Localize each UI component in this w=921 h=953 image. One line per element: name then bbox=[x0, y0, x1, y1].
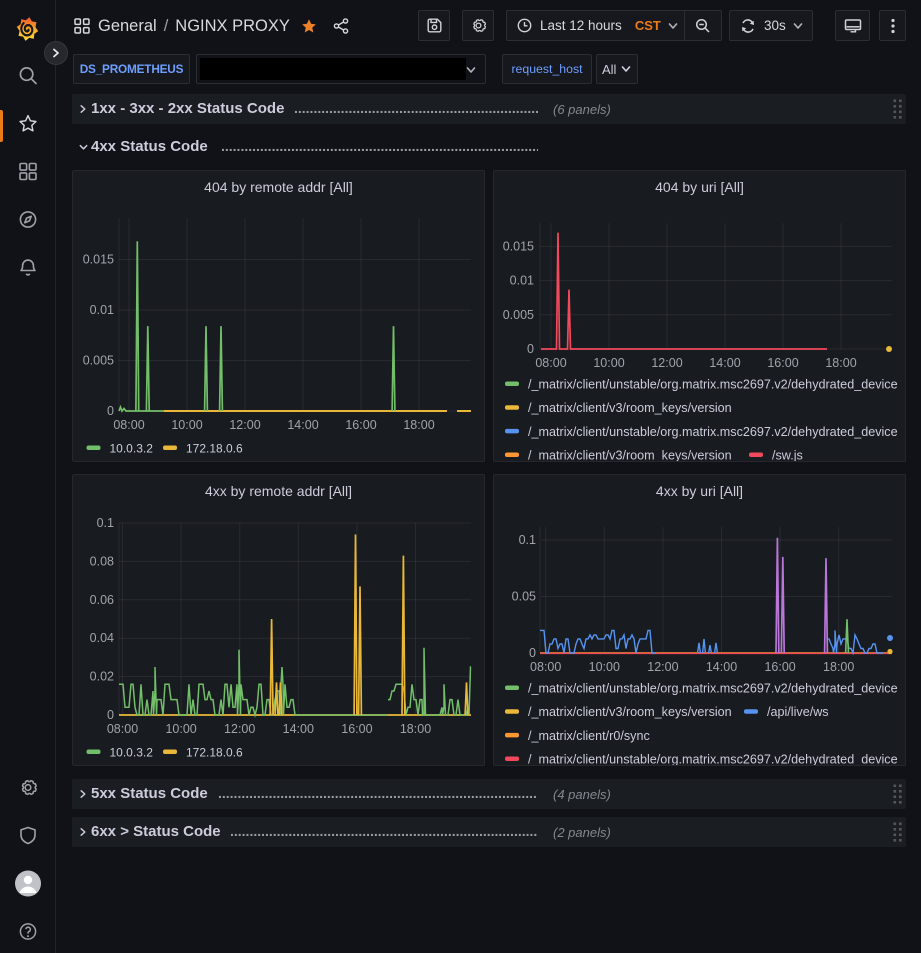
svg-text:12:00: 12:00 bbox=[224, 722, 255, 736]
svg-text:/api/live/ws: /api/live/ws bbox=[767, 705, 829, 719]
svg-text:0.04: 0.04 bbox=[90, 631, 114, 645]
svg-text:0.1: 0.1 bbox=[97, 516, 114, 530]
svg-text:14:00: 14:00 bbox=[706, 660, 737, 674]
svg-text:/_matrix/client/unstable/org.m: /_matrix/client/unstable/org.matrix.msc2… bbox=[528, 378, 898, 392]
svg-text:16:00: 16:00 bbox=[345, 418, 376, 432]
svg-text:12:00: 12:00 bbox=[229, 418, 260, 432]
svg-text:18:00: 18:00 bbox=[825, 356, 856, 370]
svg-text:10:00: 10:00 bbox=[171, 418, 202, 432]
svg-text:/_matrix/client/v3/room_keys/v: /_matrix/client/v3/room_keys/version bbox=[528, 449, 732, 463]
svg-text:18:00: 18:00 bbox=[400, 722, 431, 736]
svg-text:08:00: 08:00 bbox=[113, 418, 144, 432]
svg-text:0: 0 bbox=[527, 342, 534, 356]
svg-text:0.01: 0.01 bbox=[90, 303, 114, 317]
svg-text:0.005: 0.005 bbox=[83, 354, 114, 368]
svg-text:0.01: 0.01 bbox=[510, 274, 534, 288]
svg-text:0: 0 bbox=[107, 404, 114, 418]
svg-text:/_matrix/client/unstable/org.m: /_matrix/client/unstable/org.matrix.msc2… bbox=[528, 425, 898, 439]
svg-text:14:00: 14:00 bbox=[283, 722, 314, 736]
svg-text:172.18.0.6: 172.18.0.6 bbox=[186, 746, 243, 760]
svg-text:/_matrix/client/r0/sync: /_matrix/client/r0/sync bbox=[528, 729, 650, 743]
svg-text:08:00: 08:00 bbox=[107, 722, 138, 736]
svg-text:0.05: 0.05 bbox=[512, 590, 536, 604]
svg-text:0.02: 0.02 bbox=[90, 670, 114, 684]
svg-text:0: 0 bbox=[529, 646, 536, 660]
svg-text:14:00: 14:00 bbox=[287, 418, 318, 432]
svg-text:08:00: 08:00 bbox=[535, 356, 566, 370]
svg-text:10.0.3.2: 10.0.3.2 bbox=[110, 746, 154, 760]
svg-text:10:00: 10:00 bbox=[589, 660, 620, 674]
svg-text:/sw.js: /sw.js bbox=[772, 449, 803, 463]
svg-text:172.18.0.6: 172.18.0.6 bbox=[186, 442, 243, 456]
svg-text:0.005: 0.005 bbox=[503, 308, 534, 322]
svg-text:0.015: 0.015 bbox=[503, 239, 534, 253]
svg-text:0.015: 0.015 bbox=[83, 253, 114, 267]
svg-text:/_matrix/client/v3/room_keys/v: /_matrix/client/v3/room_keys/version bbox=[528, 401, 732, 415]
svg-text:16:00: 16:00 bbox=[341, 722, 372, 736]
svg-text:12:00: 12:00 bbox=[647, 660, 678, 674]
svg-text:12:00: 12:00 bbox=[651, 356, 682, 370]
svg-text:16:00: 16:00 bbox=[767, 356, 798, 370]
svg-text:/_matrix/client/unstable/org.m: /_matrix/client/unstable/org.matrix.msc2… bbox=[528, 682, 898, 696]
svg-text:10.0.3.2: 10.0.3.2 bbox=[110, 442, 154, 456]
svg-text:16:00: 16:00 bbox=[764, 660, 795, 674]
svg-text:10:00: 10:00 bbox=[593, 356, 624, 370]
svg-text:18:00: 18:00 bbox=[823, 660, 854, 674]
svg-text:0.08: 0.08 bbox=[90, 554, 114, 568]
svg-text:14:00: 14:00 bbox=[709, 356, 740, 370]
svg-text:0.06: 0.06 bbox=[90, 593, 114, 607]
svg-text:18:00: 18:00 bbox=[403, 418, 434, 432]
svg-text:/_matrix/client/unstable/org.m: /_matrix/client/unstable/org.matrix.msc2… bbox=[528, 753, 898, 767]
svg-text:10:00: 10:00 bbox=[165, 722, 196, 736]
svg-text:0: 0 bbox=[107, 708, 114, 722]
svg-text:08:00: 08:00 bbox=[530, 660, 561, 674]
svg-text:/_matrix/client/v3/room_keys/v: /_matrix/client/v3/room_keys/version bbox=[528, 705, 732, 719]
svg-text:0.1: 0.1 bbox=[519, 533, 536, 547]
